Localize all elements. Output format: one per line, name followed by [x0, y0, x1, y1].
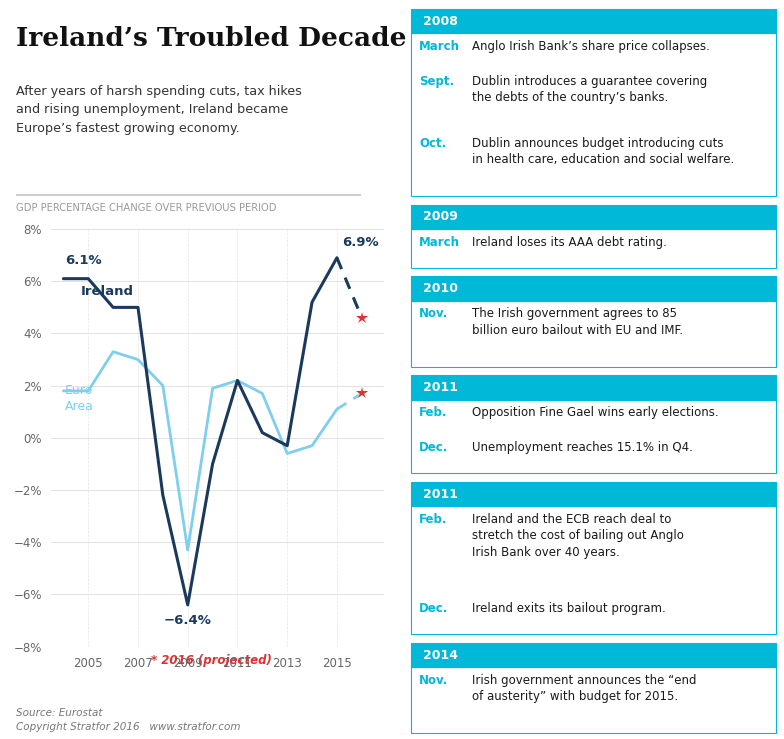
FancyBboxPatch shape — [412, 482, 776, 506]
Text: Dec.: Dec. — [419, 441, 448, 454]
Text: 2008: 2008 — [423, 15, 458, 27]
Text: Ireland exits its bailout program.: Ireland exits its bailout program. — [472, 602, 666, 616]
Text: Oct.: Oct. — [419, 137, 446, 150]
FancyBboxPatch shape — [16, 194, 361, 196]
Text: Euro
Area: Euro Area — [64, 384, 93, 413]
FancyBboxPatch shape — [412, 9, 776, 33]
Text: * 2016 (projected): * 2016 (projected) — [151, 654, 272, 667]
Text: The Irish government agrees to 85
billion euro bailout with EU and IMF.: The Irish government agrees to 85 billio… — [472, 307, 683, 337]
Text: After years of harsh spending cuts, tax hikes
and rising unemployment, Ireland b: After years of harsh spending cuts, tax … — [16, 85, 302, 135]
Text: 2010: 2010 — [423, 282, 458, 295]
Text: 6.9%: 6.9% — [342, 236, 379, 248]
Text: Dublin introduces a guarantee covering
the debts of the country’s banks.: Dublin introduces a guarantee covering t… — [472, 75, 707, 104]
Text: −6.4%: −6.4% — [164, 614, 212, 627]
FancyBboxPatch shape — [412, 276, 776, 301]
Text: Sept.: Sept. — [419, 75, 455, 88]
Text: 2011: 2011 — [423, 381, 458, 394]
Text: Ireland’s Troubled Decade: Ireland’s Troubled Decade — [16, 26, 406, 51]
Text: Nov.: Nov. — [419, 307, 448, 321]
Text: Feb.: Feb. — [419, 406, 448, 420]
Text: 2009: 2009 — [423, 211, 458, 223]
FancyBboxPatch shape — [412, 375, 776, 400]
Text: Unemployment reaches 15.1% in Q4.: Unemployment reaches 15.1% in Q4. — [472, 441, 692, 454]
Text: Ireland and the ECB reach deal to
stretch the cost of bailing out Anglo
Irish Ba: Ireland and the ECB reach deal to stretc… — [472, 513, 684, 559]
Text: Irish government announces the “end
of austerity” with budget for 2015.: Irish government announces the “end of a… — [472, 674, 696, 704]
FancyBboxPatch shape — [412, 205, 776, 229]
FancyBboxPatch shape — [412, 643, 776, 667]
Text: Dec.: Dec. — [419, 602, 448, 616]
Text: Anglo Irish Bank’s share price collapses.: Anglo Irish Bank’s share price collapses… — [472, 40, 710, 53]
Text: 2011: 2011 — [423, 488, 458, 500]
Text: GDP PERCENTAGE CHANGE OVER PREVIOUS PERIOD: GDP PERCENTAGE CHANGE OVER PREVIOUS PERI… — [16, 203, 276, 214]
Text: 2014: 2014 — [423, 649, 458, 661]
Text: March: March — [419, 40, 460, 53]
Text: Opposition Fine Gael wins early elections.: Opposition Fine Gael wins early election… — [472, 406, 718, 420]
Text: Feb.: Feb. — [419, 513, 448, 526]
Text: March: March — [419, 236, 460, 249]
Text: Ireland loses its AAA debt rating.: Ireland loses its AAA debt rating. — [472, 236, 666, 249]
Text: Nov.: Nov. — [419, 674, 448, 687]
Text: 6.1%: 6.1% — [64, 254, 101, 267]
Text: Dublin announces budget introducing cuts
in health care, education and social we: Dublin announces budget introducing cuts… — [472, 137, 734, 166]
Text: Ireland: Ireland — [81, 285, 134, 299]
Text: Source: Eurostat
Copyright Stratfor 2016   www.stratfor.com: Source: Eurostat Copyright Stratfor 2016… — [16, 708, 240, 732]
